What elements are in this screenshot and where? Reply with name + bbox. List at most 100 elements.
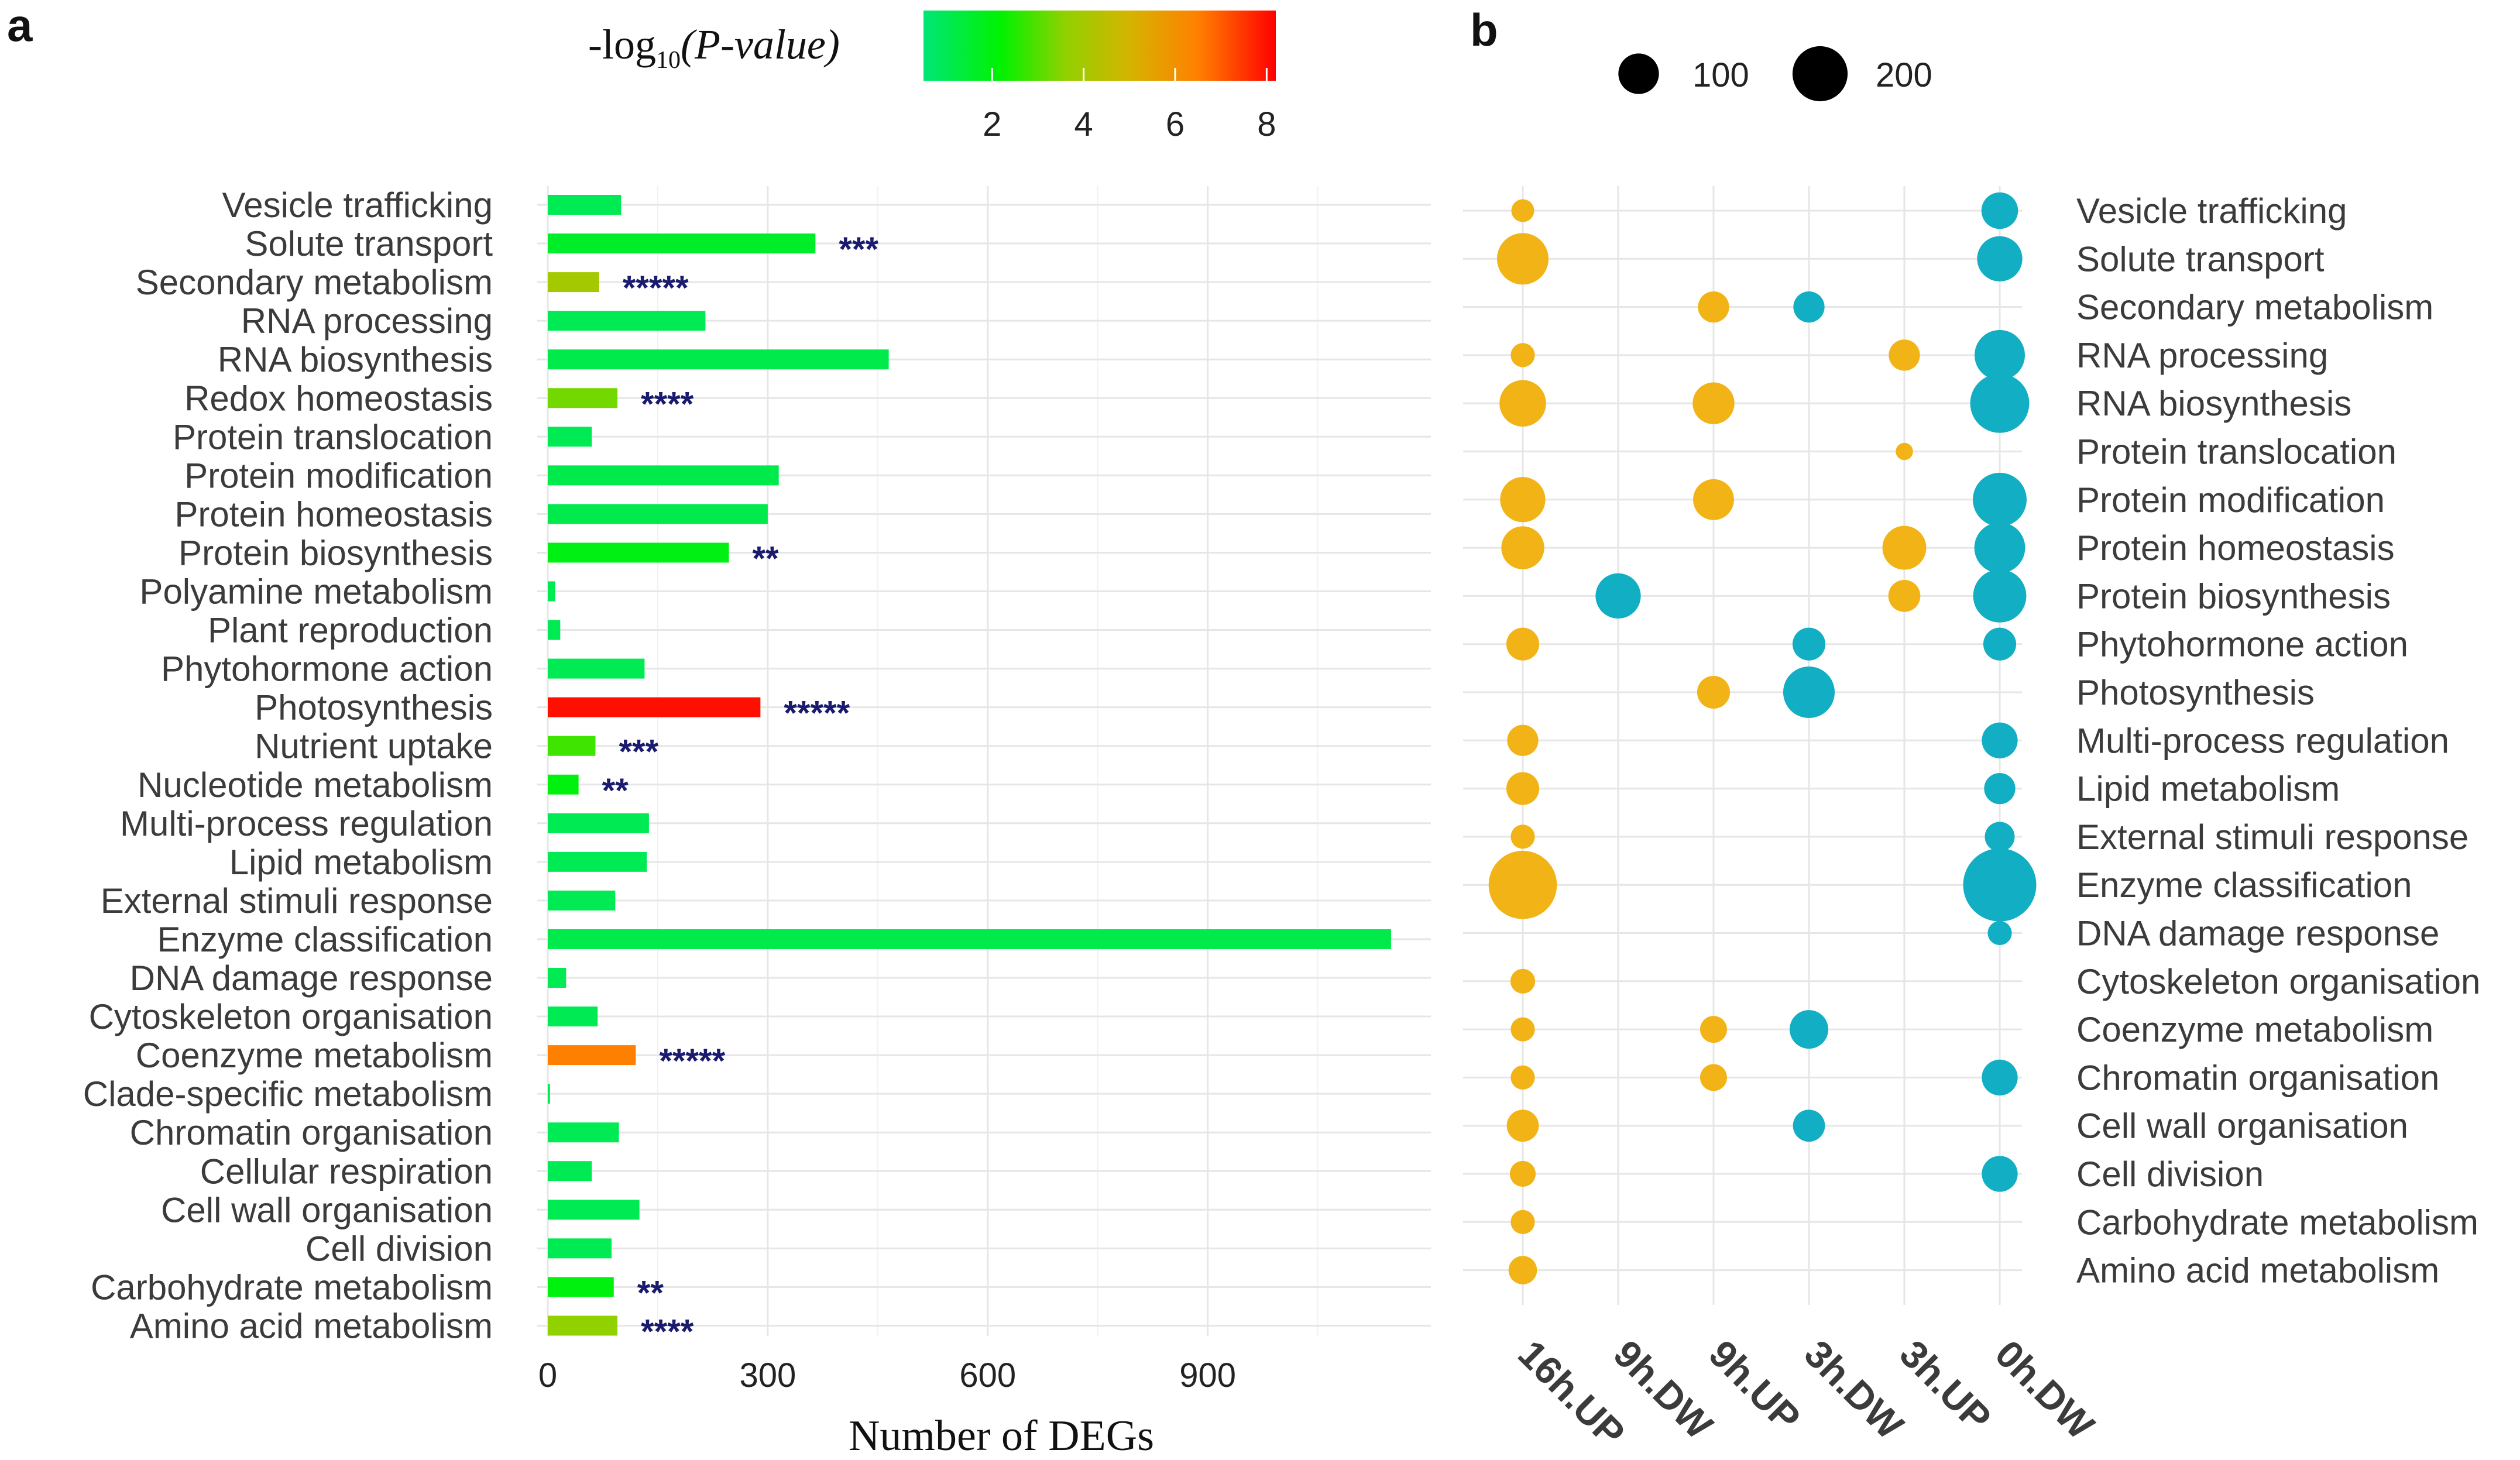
colorbar-title: -log10(P-value) <box>588 21 840 74</box>
colorbar-tick-label: 2 <box>983 105 1001 143</box>
category-label: Coenzyme metabolism <box>136 1036 493 1075</box>
significance-stars: **** <box>641 1313 694 1351</box>
category-label: Protein modification <box>184 456 493 495</box>
dot-coenzyme-metabolism-16h-up <box>1510 1017 1535 1042</box>
row-label: Protein biosynthesis <box>2076 576 2391 616</box>
bar-multi-process-regulation <box>548 813 649 833</box>
row-label: Vesicle trafficking <box>2076 191 2347 231</box>
colorbar-legend: -log10(P-value) 2 4 6 8 <box>588 11 1276 143</box>
colorbar-tick-label: 6 <box>1166 105 1185 143</box>
dot-multi-process-regulation-0h-dw <box>1982 722 2018 758</box>
row-label: Protein homeostasis <box>2076 528 2395 568</box>
category-label: Cytoskeleton organisation <box>89 997 493 1036</box>
dot-rna-biosynthesis-9h-up <box>1692 382 1735 424</box>
row-label: Lipid metabolism <box>2076 769 2340 809</box>
dot-external-stimuli-response-16h-up <box>1510 825 1535 849</box>
column-label-9h-up: 9h.UP <box>1701 1332 1809 1440</box>
size-legend: 100 200 <box>1618 46 1932 102</box>
dot-chromatin-organisation-9h-up <box>1700 1064 1727 1091</box>
category-label: Lipid metabolism <box>229 843 493 882</box>
row-label: Solute transport <box>2076 239 2325 279</box>
category-label: Nucleotide metabolism <box>138 765 493 805</box>
bar-amino-acid-metabolism <box>548 1315 618 1336</box>
dot-enzyme-classification-0h-dw <box>1963 848 2037 922</box>
dot-external-stimuli-response-0h-dw <box>1985 822 2015 852</box>
row-label: Amino acid metabolism <box>2076 1251 2439 1290</box>
category-label: Protein biosynthesis <box>178 533 493 572</box>
category-label: Polyamine metabolism <box>139 572 493 612</box>
category-label: Clade-specific metabolism <box>83 1074 493 1114</box>
panel-a-plot-area <box>537 186 1431 1336</box>
column-label-3h-dw: 3h.DW <box>1796 1332 1912 1448</box>
dot-enzyme-classification-16h-up <box>1488 850 1557 919</box>
significance-stars: *** <box>619 733 658 771</box>
category-label: RNA biosynthesis <box>218 340 493 379</box>
dot-photosynthesis-9h-up <box>1697 675 1731 709</box>
dot-secondary-metabolism-3h-dw <box>1793 291 1825 323</box>
dot-vesicle-trafficking-0h-dw <box>1981 192 2018 229</box>
row-label: RNA processing <box>2076 336 2328 375</box>
bar-protein-modification <box>548 465 779 486</box>
dot-protein-modification-9h-up <box>1693 479 1734 520</box>
bar-nutrient-uptake <box>548 736 596 756</box>
size-legend-dot <box>1792 46 1848 102</box>
category-label: Protein translocation <box>173 417 493 456</box>
bar-rna-processing <box>548 311 706 331</box>
dot-cell-wall-organisation-3h-dw <box>1793 1109 1825 1142</box>
significance-stars: *** <box>839 231 878 269</box>
category-label: Amino acid metabolism <box>130 1306 493 1345</box>
bar-cell-division <box>548 1238 612 1259</box>
dot-rna-processing-16h-up <box>1510 343 1535 367</box>
dot-carbohydrate-metabolism-16h-up <box>1510 1210 1535 1234</box>
bar-solute-transport <box>548 233 816 254</box>
size-legend-label: 100 <box>1692 56 1749 94</box>
dot-cell-division-16h-up <box>1509 1160 1536 1187</box>
category-label: Redox homeostasis <box>184 379 493 418</box>
bar-vesicle-trafficking <box>548 195 622 215</box>
dot-secondary-metabolism-9h-up <box>1698 291 1729 323</box>
dot-dna-damage-response-0h-dw <box>1987 920 2012 946</box>
row-label: Enzyme classification <box>2076 865 2412 905</box>
size-legend-dot <box>1618 53 1659 94</box>
x-tick-label: 900 <box>1179 1356 1236 1394</box>
bar-polyamine-metabolism <box>548 581 555 602</box>
bar-protein-homeostasis <box>548 504 768 524</box>
bar-cellular-respiration <box>548 1161 592 1181</box>
dot-coenzyme-metabolism-3h-dw <box>1789 1010 1829 1049</box>
bar-redox-homeostasis <box>548 388 618 408</box>
row-label: Coenzyme metabolism <box>2076 1010 2433 1049</box>
category-label: Phytohormone action <box>161 650 493 689</box>
bar-plant-reproduction <box>548 620 561 640</box>
bar-phytohormone-action <box>548 658 645 679</box>
row-label: Cell division <box>2076 1155 2264 1194</box>
row-label: Photosynthesis <box>2076 673 2315 712</box>
size-legend-label: 200 <box>1876 56 1932 94</box>
significance-stars: ** <box>637 1274 664 1312</box>
bar-photosynthesis <box>548 697 761 717</box>
dot-phytohormone-action-16h-up <box>1506 627 1540 661</box>
dot-multi-process-regulation-16h-up <box>1507 724 1539 756</box>
category-label: Protein homeostasis <box>174 494 493 534</box>
panel-b-letter: b <box>1470 4 1498 56</box>
dot-protein-modification-16h-up <box>1500 477 1546 523</box>
x-axis-label: Number of DEGs <box>849 1412 1154 1460</box>
row-label: DNA damage response <box>2076 914 2439 953</box>
significance-stars: ***** <box>659 1042 725 1080</box>
row-label: Secondary metabolism <box>2076 288 2433 327</box>
dot-phytohormone-action-3h-dw <box>1792 627 1826 661</box>
dot-protein-homeostasis-0h-dw <box>1974 522 2025 573</box>
dot-protein-homeostasis-16h-up <box>1501 526 1544 569</box>
row-label: Protein modification <box>2076 480 2385 520</box>
bar-coenzyme-metabolism <box>548 1045 636 1066</box>
bar-lipid-metabolism <box>548 851 647 872</box>
panel-a-letter: a <box>7 0 33 51</box>
category-label: External stimuli response <box>101 881 493 920</box>
dot-chromatin-organisation-0h-dw <box>1982 1059 2018 1096</box>
column-label-0h-dw: 0h.DW <box>1987 1332 2103 1448</box>
dot-rna-processing-3h-up <box>1889 339 1920 371</box>
category-label: Enzyme classification <box>157 920 493 959</box>
colorbar-tick-label: 8 <box>1257 105 1276 143</box>
dot-lipid-metabolism-0h-dw <box>1984 772 2016 805</box>
